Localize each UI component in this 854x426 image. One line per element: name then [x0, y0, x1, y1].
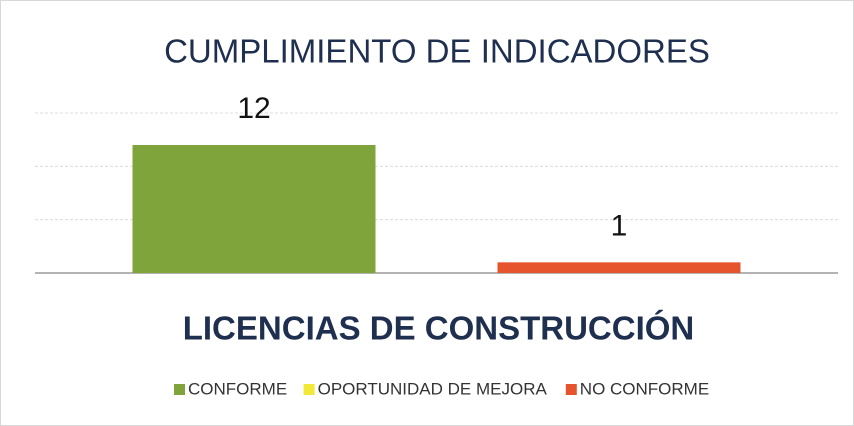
legend-label: NO CONFORME [580, 379, 709, 398]
chart-title: CUMPLIMIENTO DE INDICADORES [164, 33, 710, 70]
value-label: 1 [611, 209, 628, 242]
legend-swatch [565, 384, 577, 395]
legend-swatch [303, 384, 315, 395]
x-tick-label: LICENCIAS DE CONSTRUCCIÓN [183, 310, 695, 347]
bar [132, 145, 376, 273]
legend-label: CONFORME [188, 379, 287, 398]
value-label: 12 [237, 92, 270, 125]
legend-swatch [174, 384, 185, 395]
legend-label: OPORTUNIDAD DE MEJORA [318, 379, 548, 398]
bar [497, 262, 741, 273]
